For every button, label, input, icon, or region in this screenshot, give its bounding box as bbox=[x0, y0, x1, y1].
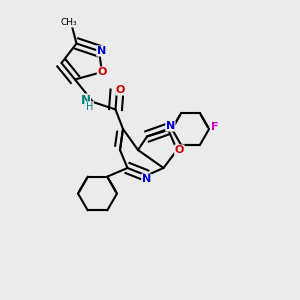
Text: O: O bbox=[175, 145, 184, 155]
Text: N: N bbox=[166, 121, 175, 131]
Text: F: F bbox=[211, 122, 218, 133]
Text: O: O bbox=[97, 67, 107, 77]
Text: O: O bbox=[116, 85, 125, 95]
Text: N: N bbox=[80, 94, 91, 107]
Text: CH₃: CH₃ bbox=[60, 18, 77, 27]
Text: N: N bbox=[142, 174, 151, 184]
Text: H: H bbox=[86, 101, 94, 112]
Text: N: N bbox=[97, 46, 106, 56]
